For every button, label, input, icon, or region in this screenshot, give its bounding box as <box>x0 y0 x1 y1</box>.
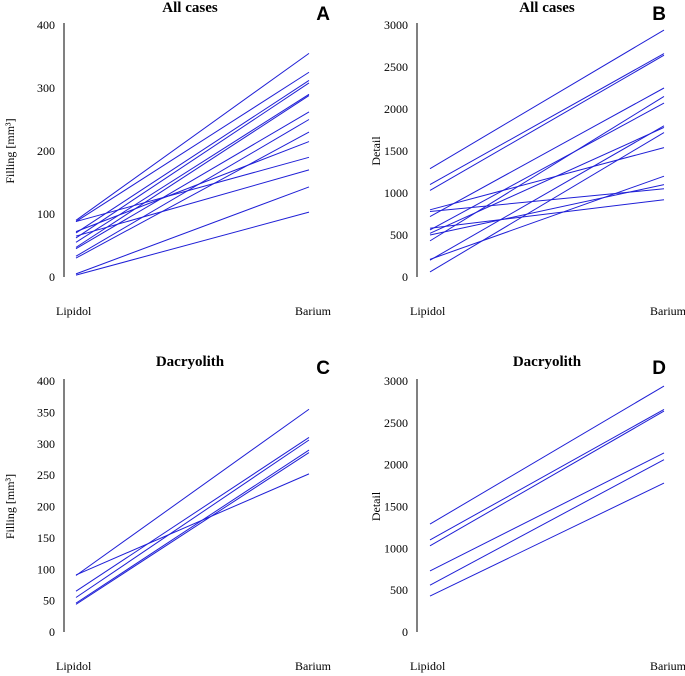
panel-b-x-category-label: Lipidol <box>410 304 446 318</box>
panel-c-x-category-label: Barium <box>295 659 332 673</box>
panel-b-series-line-6 <box>429 102 665 231</box>
panel-d-y-tick-label: 500 <box>390 583 408 597</box>
panel-d-y-tick-label: 2000 <box>384 458 408 472</box>
panel-c-y-tick-label: 200 <box>37 500 55 514</box>
panel-a-series-line-10 <box>75 141 310 233</box>
panel-c-series-line-4 <box>75 439 310 598</box>
panel-b-series-line-1 <box>429 29 665 170</box>
panel-b-series-line-9 <box>429 127 665 234</box>
panel-c-x-category-label: Lipidol <box>56 659 92 673</box>
panel-b-series-line-10 <box>429 147 665 211</box>
panel-c-y-tick-label: 0 <box>49 625 55 639</box>
panel-c-y-tick-label: 150 <box>37 531 55 545</box>
panel-a-y-axis-label: Filling [mm³] <box>3 118 17 183</box>
panel-b-series-line-14 <box>429 199 665 229</box>
panel-a-series-line-1 <box>75 52 310 221</box>
panel-d-letter: D <box>652 358 666 379</box>
panel-b-y-axis-label: Detail <box>369 136 383 166</box>
panel-b-y-tick-label: 1000 <box>384 186 408 200</box>
panel-d-series-line-6 <box>429 482 665 597</box>
panel-a-series-line-7 <box>75 111 310 250</box>
panel-d-y-axis-label: Detail <box>369 491 383 521</box>
panel-c-series-line-6 <box>75 452 310 605</box>
panel-c-y-axis-label: Filling [mm³] <box>3 474 17 539</box>
panel-a-x-category-label: Barium <box>295 304 332 318</box>
panel-a-y-tick-label: 200 <box>37 144 55 158</box>
panel-d-series-line-5 <box>429 459 665 586</box>
panel-d-series-line-3 <box>429 410 665 547</box>
panel-b-y-tick-label: 2000 <box>384 102 408 116</box>
panel-c-y-tick-label: 400 <box>37 374 55 388</box>
panel-c-y-tick-label: 50 <box>43 594 55 608</box>
panel-d-y-tick-label: 1000 <box>384 541 408 555</box>
panel-d-y-tick-label: 1500 <box>384 500 408 514</box>
panel-b-series-line-11 <box>429 175 665 260</box>
panel-b-series-line-5 <box>429 95 665 242</box>
panel-a-series-line-8 <box>75 119 310 257</box>
panel-c-series-line-1 <box>75 408 310 576</box>
panel-d-x-category-label: Lipidol <box>410 659 446 673</box>
panel-a-y-tick-label: 0 <box>49 270 55 284</box>
panel-b-y-tick-label: 2500 <box>384 60 408 74</box>
panel-b-y-tick-label: 1500 <box>384 144 408 158</box>
panel-c-y-tick-label: 350 <box>37 405 55 419</box>
panel-a-series-line-13 <box>75 186 310 275</box>
panel-a-series-line-11 <box>75 156 310 223</box>
panel-a-series-line-2 <box>75 71 310 222</box>
panel-d-series-line-2 <box>429 409 665 541</box>
panel-d-x-category-label: Barium <box>650 659 685 673</box>
panel-a-y-tick-label: 100 <box>37 207 55 221</box>
panel-a-letter: A <box>316 4 330 25</box>
panel-a-series-line-14 <box>75 211 310 276</box>
panel-c-series-line-3 <box>75 437 310 592</box>
panel-a-series-line-12 <box>75 169 310 237</box>
panel-c-y-tick-label: 250 <box>37 468 55 482</box>
panel-d-y-tick-label: 2500 <box>384 416 408 430</box>
panel-c-series-line-2 <box>75 473 310 576</box>
panel-b-y-tick-label: 0 <box>402 270 408 284</box>
panel-c-letter: C <box>316 358 330 379</box>
panel-a-y-tick-label: 300 <box>37 81 55 95</box>
panel-d-title: Dacryolith <box>513 354 582 370</box>
panel-b-letter: B <box>652 4 666 25</box>
panel-b-series-line-2 <box>429 53 665 186</box>
panel-c-series-line-5 <box>75 449 310 604</box>
panel-a-y-tick-label: 400 <box>37 18 55 32</box>
panel-a-series-line-5 <box>75 93 310 243</box>
panel-a-x-category-label: Lipidol <box>56 304 92 318</box>
panel-c-y-tick-label: 100 <box>37 562 55 576</box>
panel-a-series-line-6 <box>75 95 310 248</box>
panel-c-y-tick-label: 300 <box>37 437 55 451</box>
panel-d-series-line-1 <box>429 385 665 525</box>
panel-a-title: All cases <box>162 0 218 16</box>
panel-b-y-tick-label: 3000 <box>384 18 408 32</box>
panel-b-x-category-label: Barium <box>650 304 685 318</box>
panel-a-series-line-4 <box>75 82 310 239</box>
panel-b-series-line-3 <box>429 54 665 191</box>
panel-b-series-line-4 <box>429 87 665 217</box>
panel-b-title: All cases <box>519 0 575 16</box>
panel-b-series-line-13 <box>429 188 665 212</box>
panel-d-y-tick-label: 3000 <box>384 374 408 388</box>
panel-d-series-line-4 <box>429 452 665 572</box>
panel-b-series-line-8 <box>429 132 665 273</box>
panel-c-title: Dacryolith <box>156 354 225 370</box>
panel-b-y-tick-label: 500 <box>390 228 408 242</box>
panel-a-series-line-3 <box>75 80 310 234</box>
panel-b-series-line-7 <box>429 125 665 261</box>
panel-a-series-line-9 <box>75 131 310 259</box>
panel-d-y-tick-label: 0 <box>402 625 408 639</box>
